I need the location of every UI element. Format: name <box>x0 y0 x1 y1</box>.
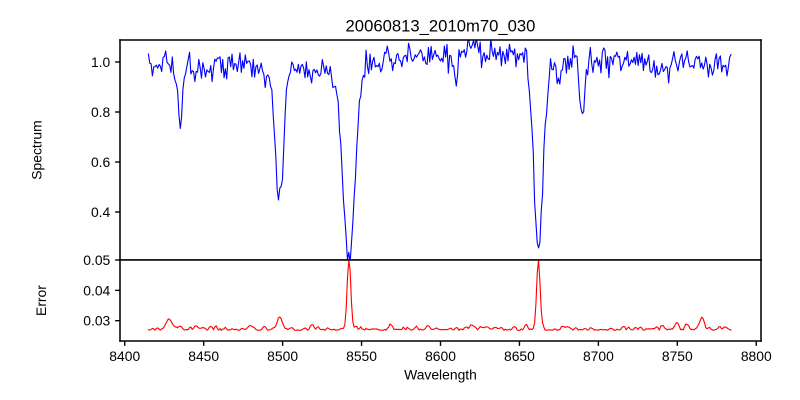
svg-text:0.4: 0.4 <box>91 204 111 220</box>
svg-text:1.0: 1.0 <box>91 54 111 70</box>
svg-text:0.8: 0.8 <box>91 104 111 120</box>
svg-text:8750: 8750 <box>662 348 693 364</box>
svg-text:0.6: 0.6 <box>91 154 111 170</box>
svg-text:8650: 8650 <box>504 348 535 364</box>
svg-text:8500: 8500 <box>267 348 298 364</box>
svg-text:0.03: 0.03 <box>83 313 110 329</box>
svg-text:0.05: 0.05 <box>83 252 110 268</box>
svg-text:Wavelength: Wavelength <box>404 366 477 382</box>
svg-text:8700: 8700 <box>583 348 614 364</box>
svg-text:Error: Error <box>33 285 49 316</box>
svg-text:0.04: 0.04 <box>83 282 110 298</box>
svg-text:8400: 8400 <box>109 348 140 364</box>
svg-text:20060813_2010m70_030: 20060813_2010m70_030 <box>346 17 536 36</box>
svg-text:8450: 8450 <box>188 348 219 364</box>
svg-text:8600: 8600 <box>425 348 456 364</box>
svg-text:8550: 8550 <box>346 348 377 364</box>
svg-text:8800: 8800 <box>741 348 772 364</box>
svg-text:Spectrum: Spectrum <box>29 120 45 179</box>
